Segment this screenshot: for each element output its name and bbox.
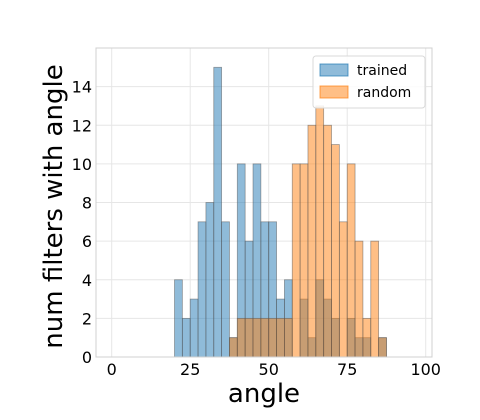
legend-swatch-random — [319, 85, 349, 99]
plot-frame — [95, 47, 433, 358]
bar-random-40 — [236, 317, 246, 358]
bar-random-75 — [346, 163, 356, 358]
x-tick-label: 25 — [180, 360, 200, 379]
x-axis-label: angle — [228, 379, 300, 409]
y-tick-label: 14 — [72, 78, 92, 97]
bar-random-45 — [252, 317, 262, 358]
y-tick-label: 8 — [82, 194, 92, 213]
bar-trained-35 — [221, 221, 230, 358]
bar-trained-32.5 — [213, 66, 223, 358]
bar-random-50 — [268, 317, 277, 358]
y-tick-label: 10 — [72, 155, 92, 174]
bar-random-37.5 — [229, 337, 238, 358]
legend-label-random: random — [357, 85, 411, 101]
bar-trained-25 — [189, 298, 199, 358]
bar-trained-22.5 — [181, 317, 191, 358]
legend-swatch-trained — [319, 63, 349, 77]
x-tick-label: 50 — [259, 360, 279, 379]
bar-random-42.5 — [244, 317, 254, 358]
bar-random-67.5 — [323, 124, 332, 358]
grid-lines — [96, 48, 432, 358]
y-axis-label: num filters with angle — [39, 64, 69, 348]
x-tick-label: 75 — [337, 360, 357, 379]
bar-random-85 — [378, 337, 387, 358]
bar-random-77.5 — [354, 240, 364, 358]
bar-trained-20 — [174, 279, 183, 358]
bar-random-65 — [315, 105, 325, 358]
chart-legend: trained random — [312, 55, 426, 109]
x-tick-label: 100 — [410, 360, 441, 379]
tick-labels: 0 25 50 75 100 0 2 4 6 8 10 12 14 — [72, 78, 441, 379]
bar-random-62.5 — [307, 124, 317, 358]
legend-label-trained: trained — [357, 63, 407, 79]
bar-random-47.5 — [260, 317, 270, 358]
x-tick-label: 0 — [107, 360, 117, 379]
bar-random-60 — [299, 163, 309, 358]
y-tick-label: 2 — [82, 309, 92, 328]
bar-random-52.5 — [276, 317, 285, 358]
bar-trained-27.5 — [197, 221, 207, 358]
bar-random-82.5 — [370, 240, 380, 358]
histogram-bars — [174, 66, 387, 358]
bar-trained-30 — [205, 202, 215, 358]
y-tick-label: 12 — [72, 116, 92, 135]
bar-random-57.5 — [291, 163, 301, 358]
bar-random-80 — [362, 317, 372, 358]
bar-random-55 — [284, 317, 293, 358]
bar-random-72.5 — [338, 221, 348, 358]
y-tick-label: 4 — [82, 271, 92, 290]
y-tick-label: 6 — [82, 232, 92, 251]
y-tick-label: 0 — [82, 348, 92, 367]
bar-random-70 — [331, 144, 340, 358]
